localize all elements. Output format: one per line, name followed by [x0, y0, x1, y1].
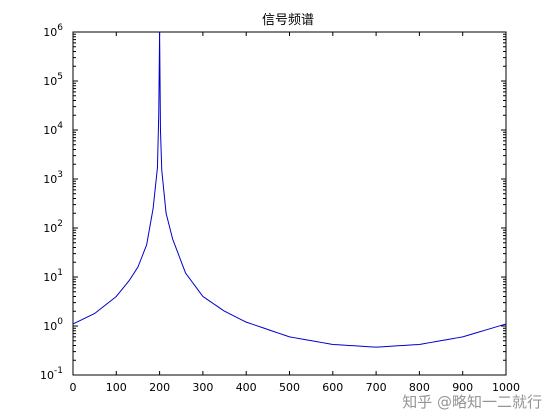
x-tick-label: 500: [279, 381, 300, 394]
y-tick-label: 105: [43, 72, 63, 88]
x-tick-label: 600: [322, 381, 343, 394]
spectrum-line: [72, 31, 507, 348]
x-tick-label: 100: [106, 381, 127, 394]
y-tick-label: 104: [43, 121, 63, 137]
x-tick-label: 200: [149, 381, 170, 394]
x-tick-label: 1000: [492, 381, 520, 394]
axis-tick-labels: 0 100 200 300 400 500 600 700 800 900 1000 10-1 100 1…: [40, 23, 520, 394]
y-tick-label: 101: [43, 268, 63, 284]
x-tick-label: 0: [70, 381, 77, 394]
plot-area: [72, 31, 507, 376]
y-tick-label: 10-1: [40, 366, 63, 382]
x-tick-label: 400: [236, 381, 257, 394]
y-tick-label: 106: [43, 23, 63, 39]
x-tick-label: 900: [452, 381, 473, 394]
y-tick-label: 103: [43, 170, 63, 186]
watermark: 知乎 @略知一二就行: [402, 393, 542, 411]
axis-ticks: [72, 31, 507, 376]
y-tick-label: 102: [43, 219, 63, 235]
chart-title: 信号频谱: [262, 13, 314, 28]
y-tick-label: 100: [43, 317, 63, 333]
x-tick-label: 800: [409, 381, 430, 394]
x-tick-label: 700: [366, 381, 387, 394]
x-tick-label: 300: [192, 381, 213, 394]
